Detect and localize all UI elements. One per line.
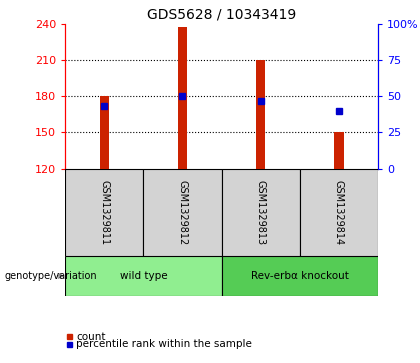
Text: percentile rank within the sample: percentile rank within the sample [76,339,252,349]
Text: GSM1329814: GSM1329814 [334,180,344,245]
Title: GDS5628 / 10343419: GDS5628 / 10343419 [147,7,296,21]
Bar [222,256,378,296]
Text: Rev-erbα knockout: Rev-erbα knockout [251,271,349,281]
Text: GSM1329811: GSM1329811 [99,180,109,245]
Bar [143,169,222,256]
Text: GSM1329812: GSM1329812 [177,180,187,245]
Text: wild type: wild type [120,271,167,281]
Text: genotype/variation: genotype/variation [4,271,97,281]
Text: count: count [76,332,106,342]
Bar [256,60,265,169]
Bar [300,169,378,256]
Bar [334,132,344,169]
Bar [65,256,222,296]
Bar [222,169,300,256]
Text: GSM1329813: GSM1329813 [256,180,266,245]
Bar [100,96,109,169]
Bar [65,169,143,256]
Bar [178,27,187,169]
